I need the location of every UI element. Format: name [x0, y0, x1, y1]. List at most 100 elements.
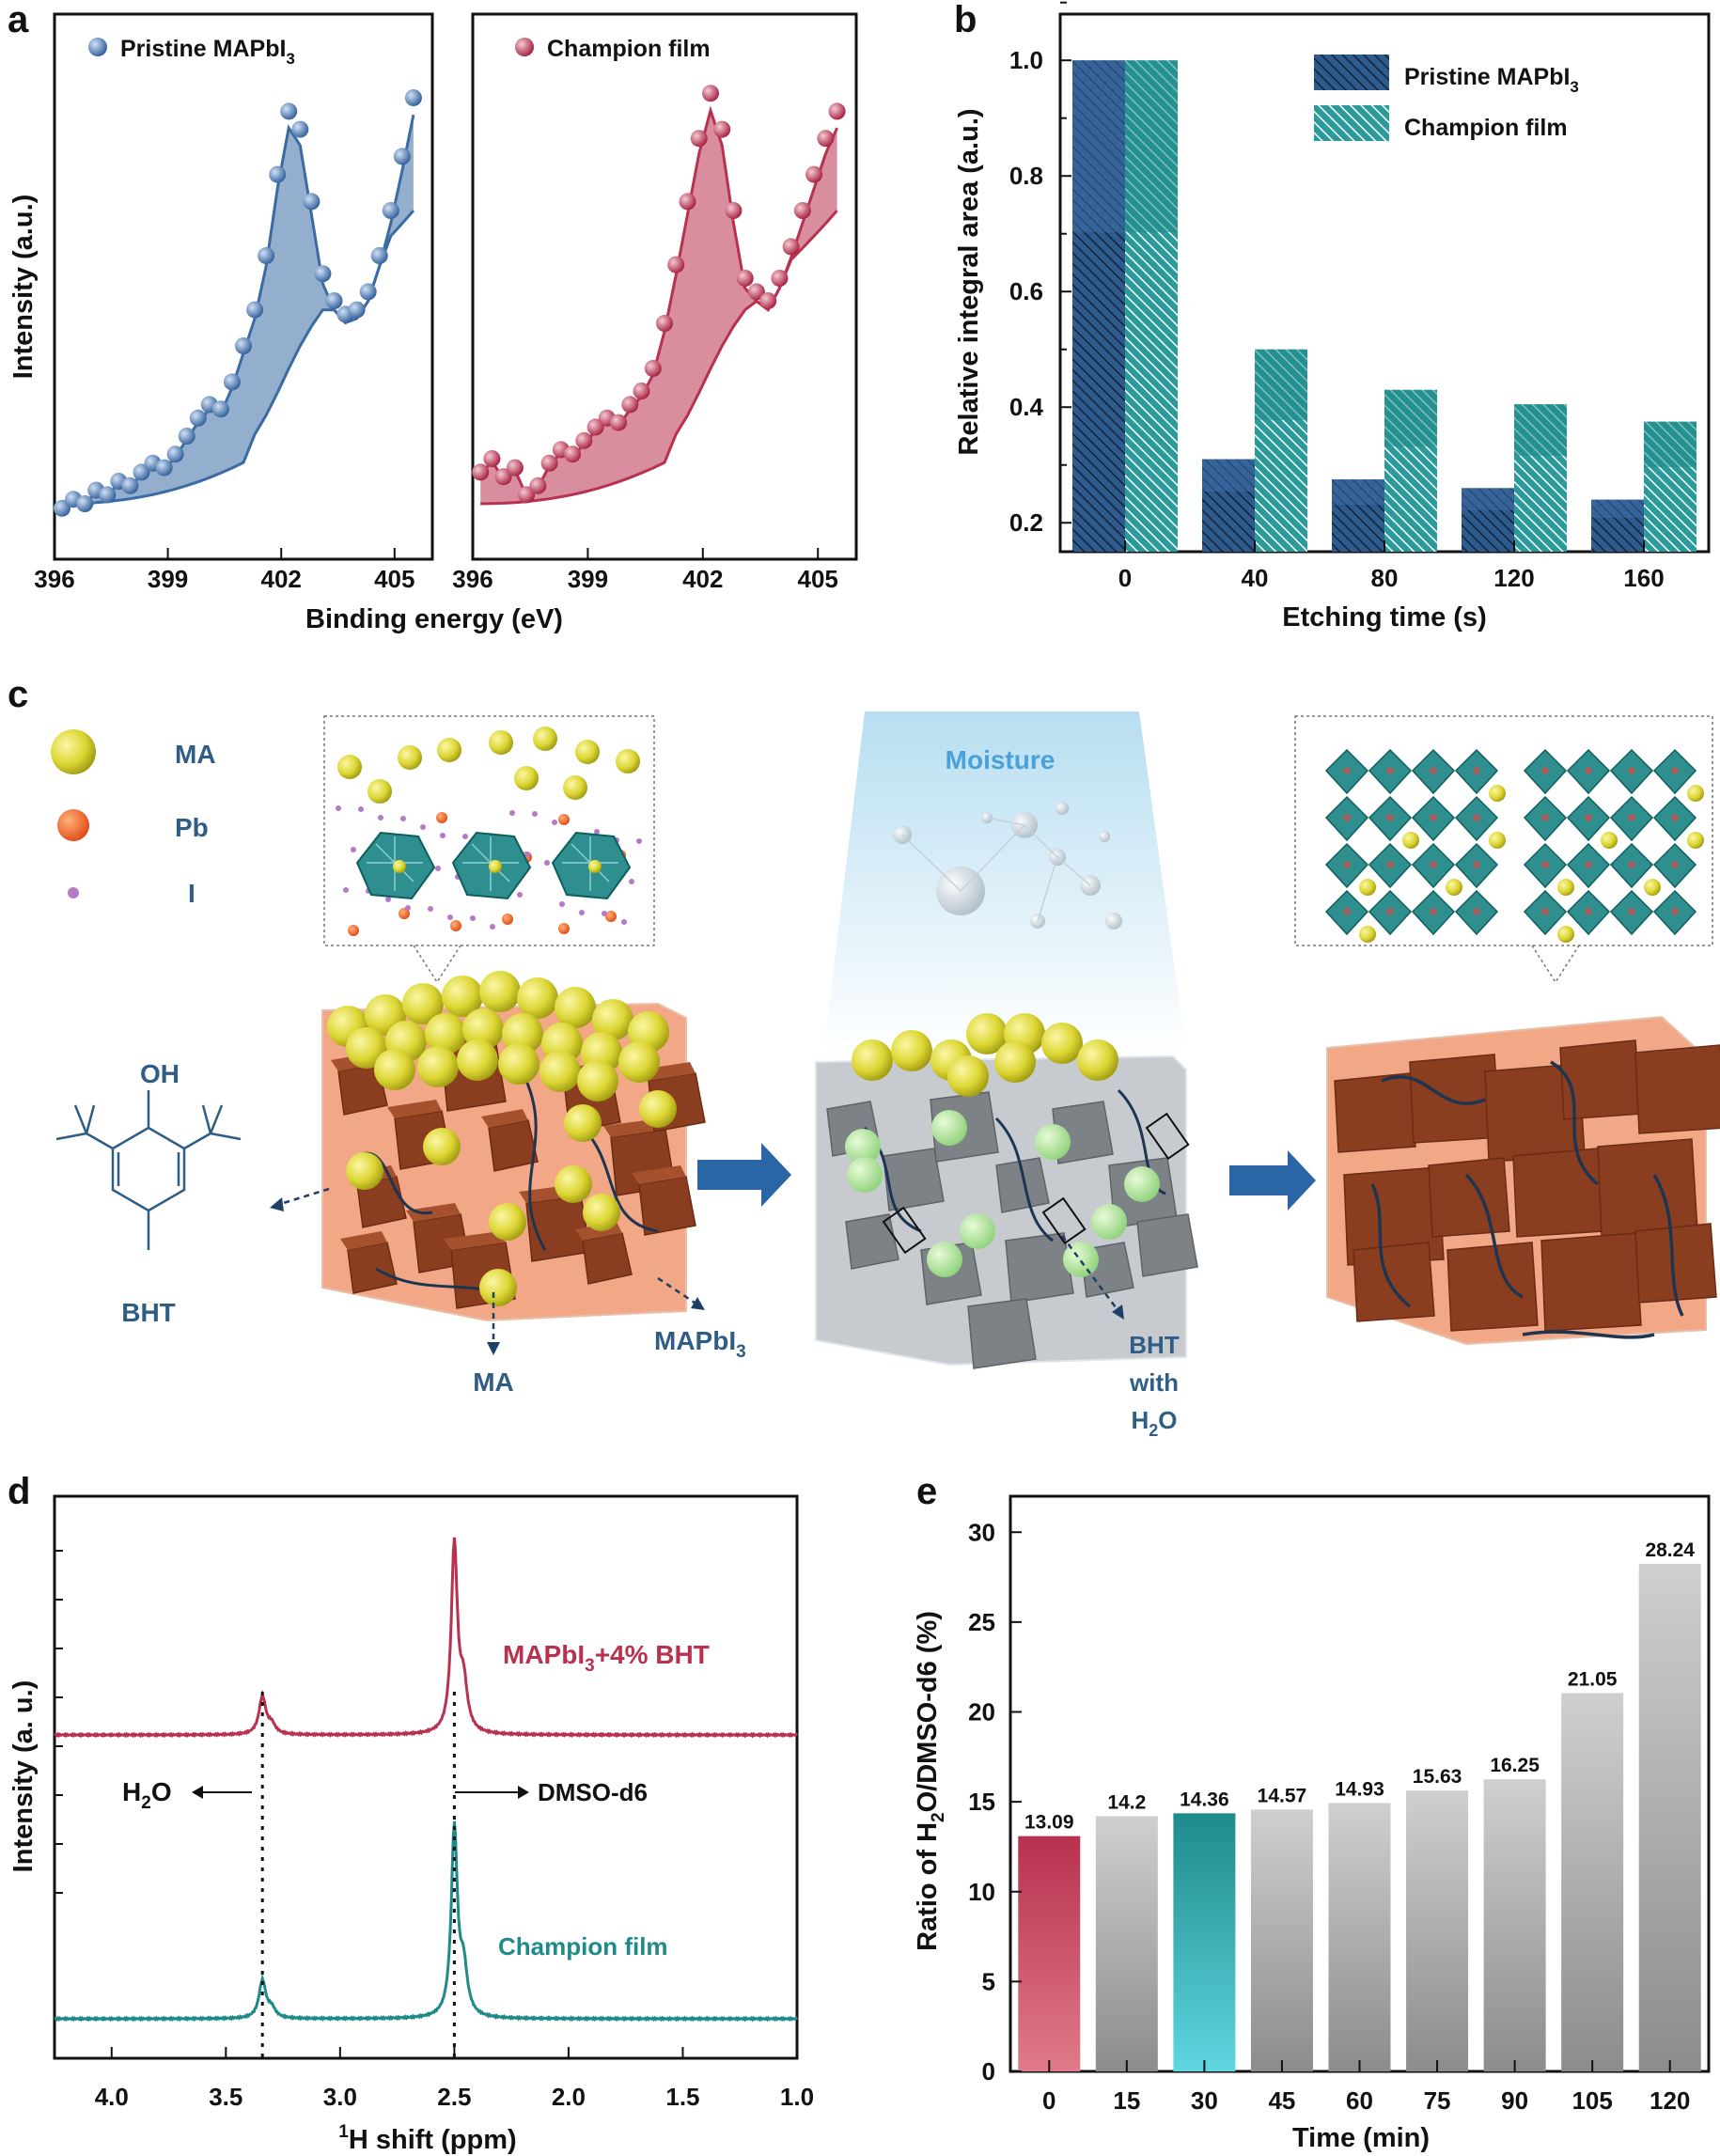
ma-sphere	[539, 1051, 581, 1092]
perovskite-grain	[1446, 1242, 1539, 1332]
ma-sphere	[1041, 1023, 1083, 1064]
panel-d-xtick-label: 2.5	[437, 2083, 471, 2111]
inset-pb-dot	[558, 923, 570, 934]
champion-point	[736, 270, 754, 287]
champion-point	[702, 85, 719, 102]
panel-b-ytick-label: 0.6	[1009, 277, 1043, 305]
panel-b-ylabel: Relative integral area (a.u.)	[954, 108, 984, 455]
ma-sphere	[425, 1013, 466, 1055]
inset-i-dot	[405, 905, 411, 911]
inset-i-dot	[629, 879, 634, 884]
panel-b-xtick-label: 120	[1493, 564, 1534, 592]
inset-ma-sphere	[616, 749, 640, 773]
degraded-grain	[1136, 1213, 1198, 1277]
ma-sphere	[479, 971, 521, 1012]
pristine-point	[280, 102, 298, 120]
perovskite-grain-top	[641, 1062, 696, 1081]
legend-champion: Champion film	[547, 36, 711, 62]
inset-i-dot	[336, 805, 341, 811]
ma-sphere	[555, 987, 596, 1028]
pristine-point	[166, 445, 184, 463]
panel-a-tick-label: 402	[682, 565, 723, 593]
legend-swatch-champion	[1314, 105, 1389, 141]
panel-e-xtick-label: 75	[1424, 2086, 1451, 2115]
champion-point	[759, 292, 777, 309]
bar-ratio	[1173, 1813, 1236, 2071]
perovskite-grain	[1428, 1157, 1510, 1238]
panel-a-tick-label: 405	[798, 565, 838, 593]
pristine-point	[223, 373, 241, 391]
ma-sphere	[489, 1203, 526, 1241]
panel-b-ytick-label: 0.2	[1009, 508, 1043, 537]
champion-point	[633, 383, 650, 399]
hydrated-ma-sphere	[1063, 1242, 1099, 1277]
legend-i-label: I	[188, 879, 195, 908]
legend-b-champion: Champion film	[1404, 115, 1568, 141]
pristine-point	[189, 409, 207, 427]
champion-point	[793, 202, 811, 219]
legend-pb-sphere	[57, 809, 89, 841]
lattice-ma-sphere	[1489, 785, 1506, 802]
degraded-grain	[967, 1298, 1037, 1369]
champion-point	[690, 130, 708, 148]
inset-i-dot	[358, 806, 364, 812]
ma-sphere	[417, 1046, 459, 1087]
pristine-point	[54, 499, 70, 517]
champion-point	[564, 445, 582, 463]
bar-pristine-shade	[1202, 459, 1255, 492]
ma-sphere	[577, 1060, 618, 1101]
panel-b-ytick-label: 0.4	[1009, 393, 1044, 421]
perovskite-grain-top	[387, 1100, 442, 1118]
perovskite-grain-top	[406, 1203, 461, 1222]
cube-3	[1326, 1015, 1720, 1346]
inset-i-dot	[490, 924, 495, 930]
lattice-ma-sphere	[1644, 879, 1661, 896]
inset-ma-sphere	[514, 766, 539, 790]
inset-i-dot	[594, 829, 600, 835]
perovskite-grain	[1540, 1232, 1642, 1332]
inset-i-dot	[343, 887, 349, 893]
champion-point	[747, 283, 765, 301]
panel-letter-d: d	[8, 1471, 30, 1512]
panel-b-xlabel: Etching time (s)	[1282, 602, 1487, 633]
ma-arrow-label: MA	[473, 1367, 514, 1397]
lattice-ma-sphere	[1446, 879, 1462, 896]
panel-d: 4.0 3.5 3.0 2.5 2.0 1.5 1.0 MAPbI3+4% BHT Cham…	[8, 1494, 814, 2155]
panel-e-xtick-label: 0	[1042, 2086, 1055, 2115]
champion-point	[621, 396, 639, 414]
champion-point	[483, 450, 501, 467]
panel-a-tick-label: 402	[261, 565, 302, 593]
mapbi3-arrow-label: MAPbI3	[654, 1326, 746, 1362]
ma-sphere	[457, 1039, 498, 1081]
inset-pb-dot	[436, 812, 447, 823]
bar-value-label: 15.63	[1413, 1766, 1462, 1788]
ma-sphere	[346, 1027, 387, 1069]
inset-i-dot	[552, 820, 557, 825]
bht-chain	[1370, 1060, 1684, 1339]
pristine-point	[246, 301, 264, 319]
inset-i-dot	[351, 847, 356, 852]
bar-ratio	[1638, 1563, 1701, 2071]
panel-e-xtick-label: 105	[1571, 2086, 1612, 2115]
bar-value-label: 14.36	[1180, 1789, 1229, 1810]
lattice-ma-sphere	[1687, 832, 1704, 849]
legend-swatch-pristine	[1314, 55, 1389, 90]
bht-with-h2o-with: with	[1129, 1368, 1179, 1397]
champion-point	[725, 202, 743, 219]
panel-b-xtick-label: 80	[1371, 564, 1399, 592]
nmr-label-bottom: Champion film	[498, 1932, 668, 1961]
ma-sphere	[479, 1269, 517, 1306]
inset-ma-sphere	[533, 726, 557, 751]
legend-marker-pristine	[88, 38, 107, 56]
perovskite-grain	[1334, 1072, 1416, 1153]
inset-i-dot	[621, 919, 627, 925]
panel-letter-c: c	[8, 674, 28, 715]
lattice-ma-sphere	[1557, 879, 1574, 896]
panel-a-ylabel: Intensity (a.u.)	[8, 195, 39, 380]
inset-i-dot	[517, 892, 523, 898]
panel-e-ytick-label: 15	[968, 1788, 995, 1816]
bar-pristine-shade	[1462, 488, 1514, 511]
hydrated-ma-sphere	[1124, 1166, 1160, 1202]
perovskite-grain-top	[632, 1165, 686, 1184]
